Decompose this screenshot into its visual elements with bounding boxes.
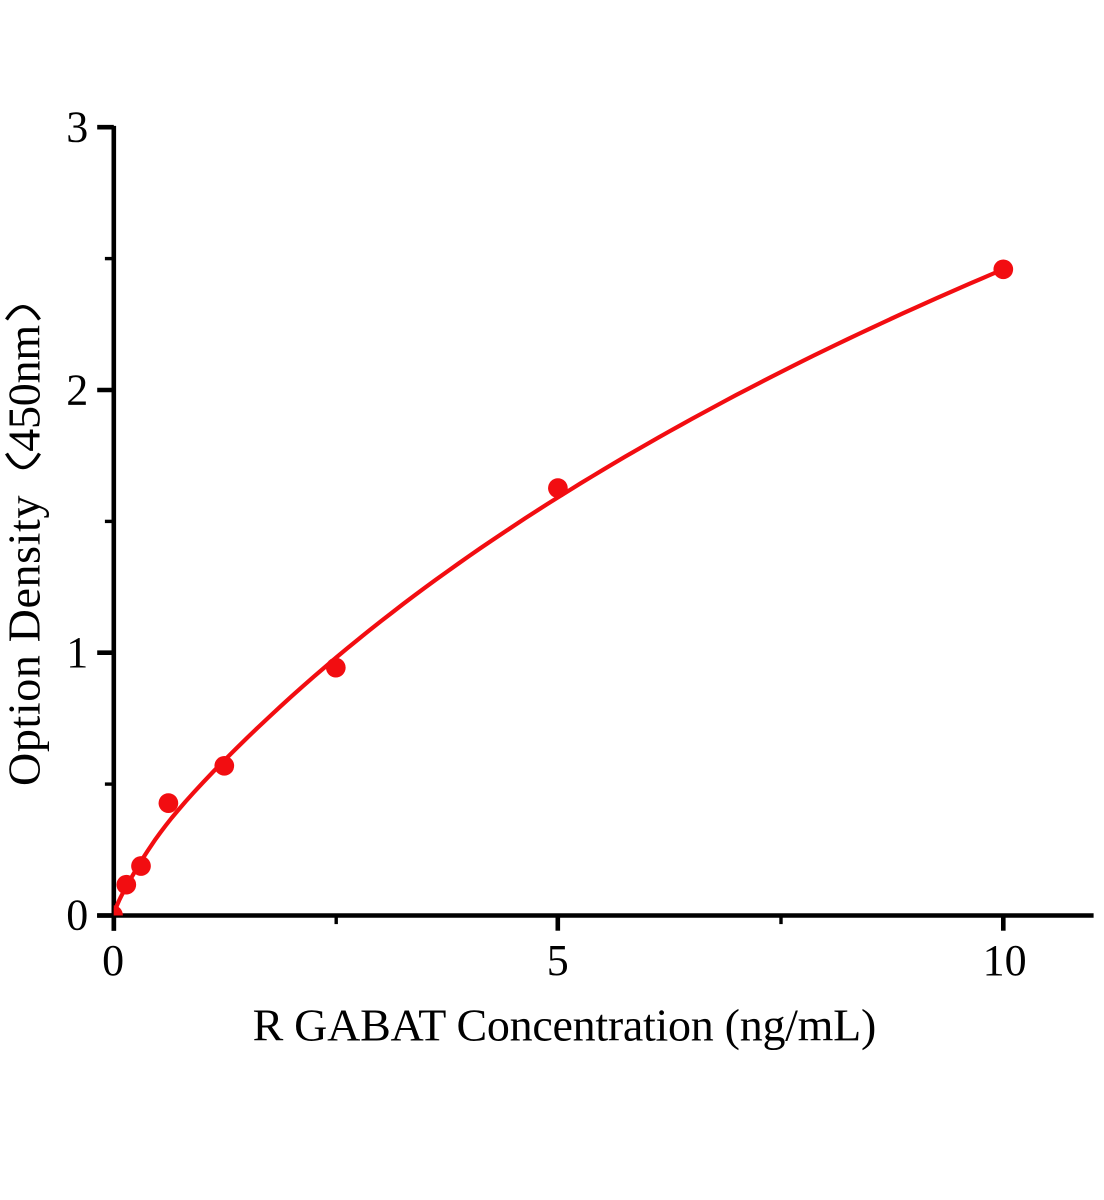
svg-text:R GABAT Concentration (ng/mL): R GABAT Concentration (ng/mL) — [253, 1000, 876, 1051]
svg-text:Option Density: Option Density — [0, 495, 50, 786]
svg-text:10: 10 — [983, 936, 1027, 985]
svg-text:1: 1 — [66, 628, 88, 677]
svg-text:3: 3 — [66, 103, 88, 152]
svg-text:5: 5 — [547, 936, 569, 985]
svg-text:450nm: 450nm — [0, 325, 50, 452]
svg-text:0: 0 — [102, 936, 124, 985]
svg-text:0: 0 — [66, 891, 88, 940]
svg-text:2: 2 — [66, 365, 88, 414]
